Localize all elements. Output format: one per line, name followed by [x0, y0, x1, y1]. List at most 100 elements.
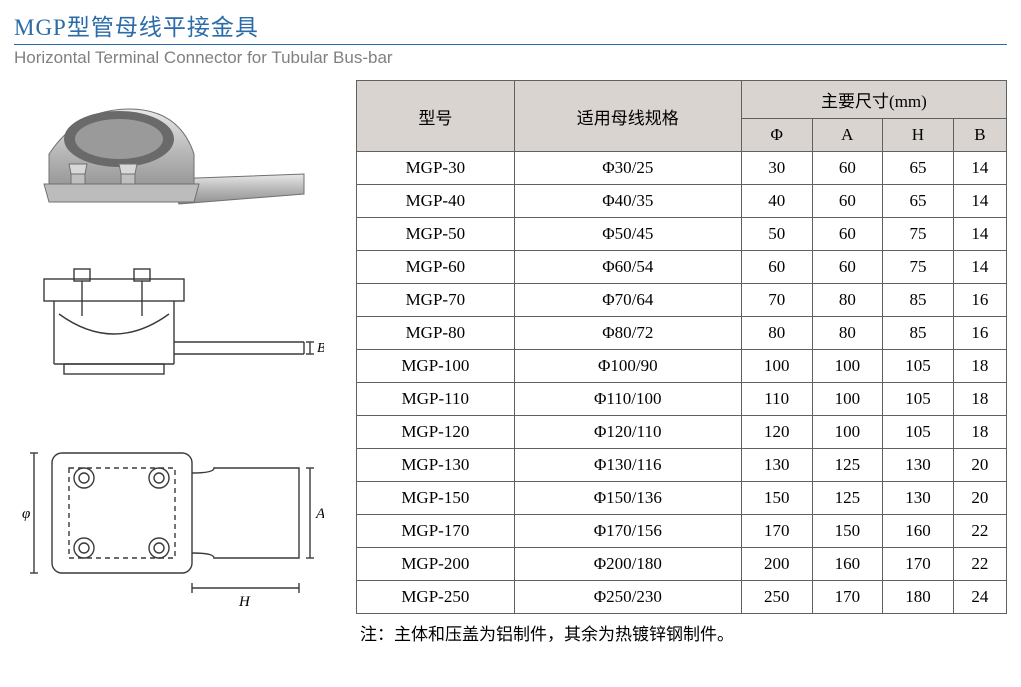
table-row: MGP-50Φ50/4550607514	[357, 218, 1007, 251]
table-cell-spec: Φ100/90	[514, 350, 741, 383]
dim-label-h: H	[238, 594, 251, 610]
table-cell-model: MGP-60	[357, 251, 515, 284]
table-cell-h: 75	[883, 251, 954, 284]
technical-drawings: B	[14, 264, 324, 618]
table-row: MGP-100Φ100/9010010010518	[357, 350, 1007, 383]
page-title-en: Horizontal Terminal Connector for Tubula…	[14, 48, 1007, 68]
table-cell-h: 160	[883, 515, 954, 548]
table-cell-spec: Φ200/180	[514, 548, 741, 581]
table-cell-phi: 100	[741, 350, 812, 383]
table-row: MGP-150Φ150/13615012513020	[357, 482, 1007, 515]
table-cell-model: MGP-200	[357, 548, 515, 581]
table-cell-model: MGP-70	[357, 284, 515, 317]
table-row: MGP-250Φ250/23025017018024	[357, 581, 1007, 614]
table-cell-b: 14	[953, 152, 1006, 185]
table-cell-h: 85	[883, 284, 954, 317]
th-dims: 主要尺寸(mm)	[741, 81, 1006, 119]
table-cell-phi: 30	[741, 152, 812, 185]
table-cell-b: 20	[953, 482, 1006, 515]
table-row: MGP-170Φ170/15617015016022	[357, 515, 1007, 548]
table-cell-phi: 40	[741, 185, 812, 218]
table-cell-a: 125	[812, 482, 883, 515]
table-cell-model: MGP-170	[357, 515, 515, 548]
table-cell-model: MGP-80	[357, 317, 515, 350]
table-cell-h: 75	[883, 218, 954, 251]
table-row: MGP-40Φ40/3540606514	[357, 185, 1007, 218]
table-row: MGP-70Φ70/6470808516	[357, 284, 1007, 317]
table-cell-b: 14	[953, 218, 1006, 251]
table-cell-model: MGP-30	[357, 152, 515, 185]
table-cell-a: 100	[812, 350, 883, 383]
table-cell-h: 105	[883, 383, 954, 416]
table-cell-model: MGP-100	[357, 350, 515, 383]
product-photo	[14, 84, 324, 234]
table-cell-spec: Φ130/116	[514, 449, 741, 482]
table-cell-a: 170	[812, 581, 883, 614]
table-cell-phi: 250	[741, 581, 812, 614]
table-cell-phi: 130	[741, 449, 812, 482]
table-cell-a: 80	[812, 317, 883, 350]
table-cell-phi: 80	[741, 317, 812, 350]
dim-label-phi: φ	[22, 506, 30, 522]
table-cell-h: 65	[883, 185, 954, 218]
spec-table: 型号 适用母线规格 主要尺寸(mm) Φ A H B MGP-30Φ30/253…	[356, 80, 1007, 614]
table-cell-model: MGP-150	[357, 482, 515, 515]
table-cell-model: MGP-50	[357, 218, 515, 251]
th-spec: 适用母线规格	[514, 81, 741, 152]
table-cell-spec: Φ40/35	[514, 185, 741, 218]
table-cell-a: 100	[812, 383, 883, 416]
th-a: A	[812, 119, 883, 152]
table-cell-spec: Φ120/110	[514, 416, 741, 449]
table-cell-a: 100	[812, 416, 883, 449]
table-row: MGP-130Φ130/11613012513020	[357, 449, 1007, 482]
table-cell-spec: Φ80/72	[514, 317, 741, 350]
table-cell-model: MGP-250	[357, 581, 515, 614]
th-b: B	[953, 119, 1006, 152]
table-row: MGP-30Φ30/2530606514	[357, 152, 1007, 185]
table-cell-phi: 200	[741, 548, 812, 581]
table-cell-spec: Φ170/156	[514, 515, 741, 548]
table-note: 注：主体和压盖为铝制件，其余为热镀锌钢制件。	[356, 620, 1007, 645]
table-cell-b: 22	[953, 515, 1006, 548]
table-cell-spec: Φ250/230	[514, 581, 741, 614]
table-cell-h: 130	[883, 482, 954, 515]
table-cell-b: 16	[953, 284, 1006, 317]
table-cell-b: 18	[953, 350, 1006, 383]
table-cell-phi: 60	[741, 251, 812, 284]
table-cell-b: 14	[953, 251, 1006, 284]
table-row: MGP-80Φ80/7280808516	[357, 317, 1007, 350]
th-h: H	[883, 119, 954, 152]
table-cell-b: 22	[953, 548, 1006, 581]
table-cell-b: 18	[953, 416, 1006, 449]
table-cell-b: 14	[953, 185, 1006, 218]
table-cell-h: 85	[883, 317, 954, 350]
table-cell-spec: Φ30/25	[514, 152, 741, 185]
table-cell-spec: Φ70/64	[514, 284, 741, 317]
table-cell-a: 80	[812, 284, 883, 317]
table-cell-phi: 70	[741, 284, 812, 317]
table-cell-spec: Φ50/45	[514, 218, 741, 251]
th-model: 型号	[357, 81, 515, 152]
table-cell-b: 18	[953, 383, 1006, 416]
table-row: MGP-110Φ110/10011010010518	[357, 383, 1007, 416]
table-cell-a: 60	[812, 251, 883, 284]
table-cell-a: 150	[812, 515, 883, 548]
table-cell-model: MGP-130	[357, 449, 515, 482]
table-cell-a: 160	[812, 548, 883, 581]
table-cell-phi: 50	[741, 218, 812, 251]
table-cell-h: 130	[883, 449, 954, 482]
table-cell-spec: Φ110/100	[514, 383, 741, 416]
table-cell-model: MGP-40	[357, 185, 515, 218]
table-cell-b: 20	[953, 449, 1006, 482]
table-cell-model: MGP-110	[357, 383, 515, 416]
table-row: MGP-120Φ120/11012010010518	[357, 416, 1007, 449]
dim-label-b: B	[317, 341, 324, 356]
table-cell-a: 60	[812, 152, 883, 185]
table-cell-h: 105	[883, 350, 954, 383]
table-cell-phi: 110	[741, 383, 812, 416]
table-cell-spec: Φ60/54	[514, 251, 741, 284]
table-cell-h: 65	[883, 152, 954, 185]
table-cell-a: 60	[812, 185, 883, 218]
table-cell-h: 180	[883, 581, 954, 614]
table-cell-h: 170	[883, 548, 954, 581]
